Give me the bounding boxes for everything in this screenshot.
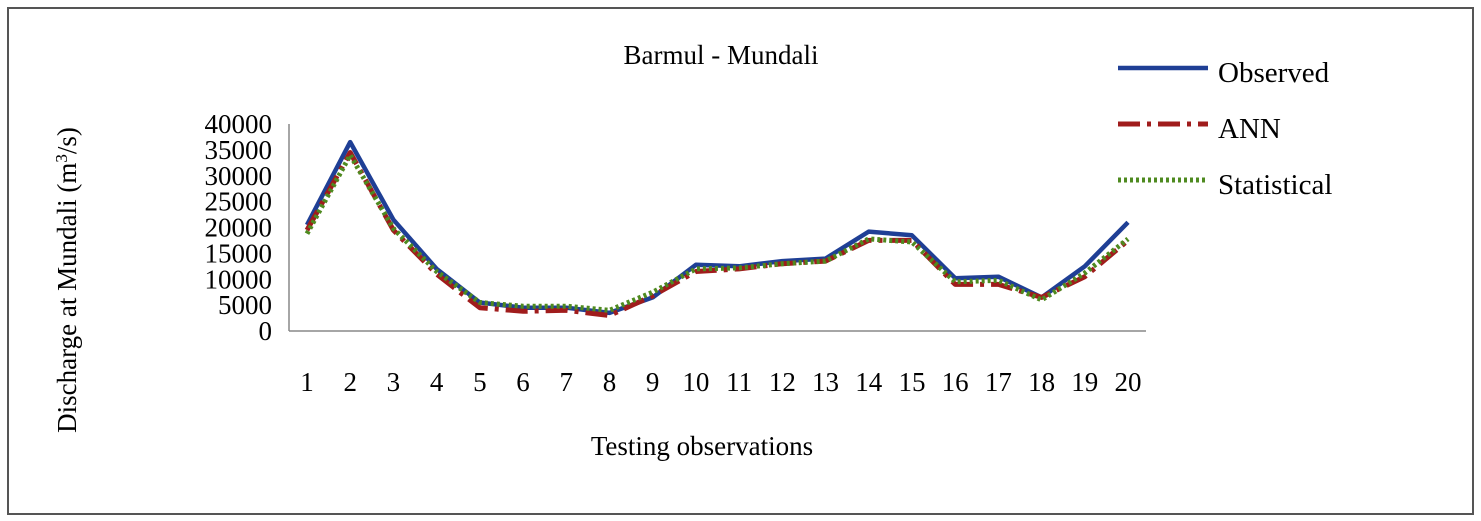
x-tick-label: 15	[898, 367, 925, 397]
x-tick-labels: 1 2 3 4 5 6 7 8 9 10 11 12 13 14 15 16 17 18 19 20	[300, 367, 1141, 397]
legend-label-observed: Observed	[1218, 57, 1330, 89]
x-tick-label: 1	[300, 367, 314, 397]
x-tick-label: 7	[560, 367, 574, 397]
y-tick-label: 40000	[205, 109, 273, 139]
chart-frame	[7, 7, 1474, 515]
y-axis-label-main: Discharge at Mundali (m	[52, 163, 82, 433]
y-axis-label-end: /s)	[52, 127, 82, 154]
x-tick-label: 3	[387, 367, 401, 397]
y-tick-label: 30000	[205, 161, 273, 191]
series-lines	[304, 139, 1130, 318]
x-tick-label: 10	[682, 367, 709, 397]
y-tick-label: 20000	[205, 213, 273, 243]
x-tick-label: 13	[812, 367, 839, 397]
y-tick-label: 25000	[205, 187, 273, 217]
x-tick-label: 20	[1115, 367, 1142, 397]
x-tick-label: 17	[985, 367, 1012, 397]
x-axis-label: Testing observations	[591, 431, 813, 461]
y-tick-label: 15000	[205, 238, 273, 268]
y-tick-label: 35000	[205, 135, 273, 165]
x-tick-label: 4	[430, 367, 444, 397]
y-tick-label: 10000	[205, 264, 273, 294]
x-tick-label: 12	[769, 367, 796, 397]
x-tick-label: 14	[855, 367, 883, 397]
chart-title: Barmul - Mundali	[624, 40, 819, 70]
y-tick-label: 0	[259, 316, 273, 346]
x-tick-label: 5	[473, 367, 487, 397]
x-tick-label: 2	[343, 367, 357, 397]
series-line-observed	[305, 139, 1130, 316]
x-tick-label: 8	[603, 367, 617, 397]
x-tick-label: 19	[1071, 367, 1098, 397]
x-tick-label: 9	[646, 367, 660, 397]
legend: Observed ANN Statistical	[1118, 57, 1332, 201]
x-tick-label: 16	[942, 367, 969, 397]
x-tick-label: 11	[726, 367, 752, 397]
series-line-statistical	[304, 152, 1130, 313]
legend-label-statistical: Statistical	[1218, 169, 1332, 201]
y-tick-label: 5000	[218, 290, 272, 320]
y-axis-label: Discharge at Mundali (m3/s)	[52, 127, 82, 433]
legend-label-ann: ANN	[1218, 113, 1281, 145]
x-tick-label: 18	[1028, 367, 1055, 397]
y-axis-label-superscript: 3	[52, 154, 71, 163]
x-tick-label: 6	[516, 367, 530, 397]
